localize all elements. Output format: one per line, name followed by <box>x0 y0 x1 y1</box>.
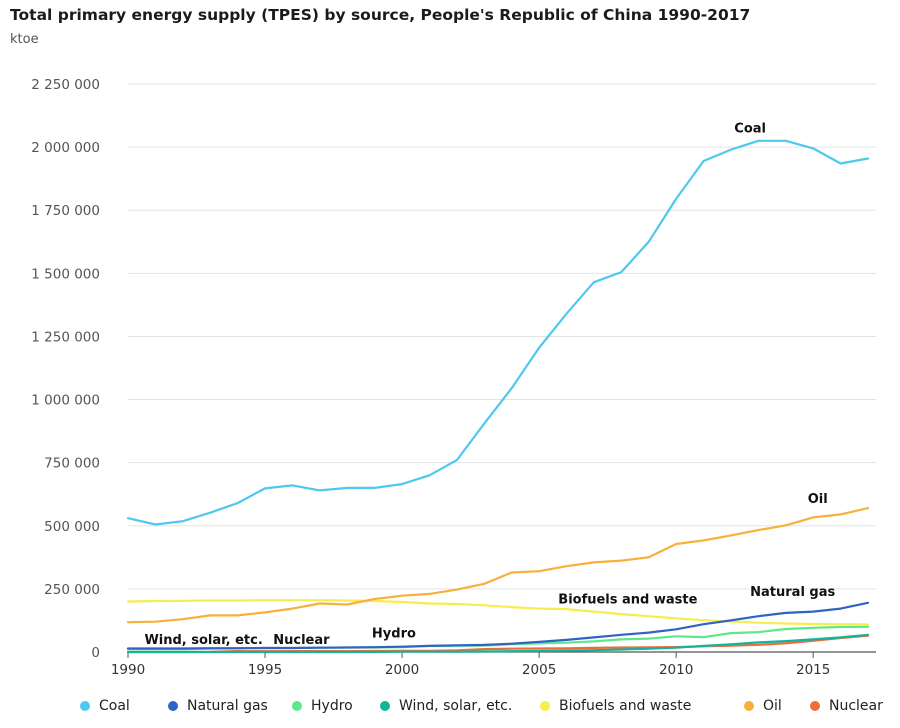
x-tick-label: 2000 <box>385 662 419 678</box>
legend-label: Natural gas <box>187 698 268 714</box>
y-tick-label: 250 000 <box>44 582 100 598</box>
legend-swatch-icon <box>80 701 90 711</box>
series-line-oil <box>126 507 870 624</box>
legend-label: Biofuels and waste <box>559 698 692 714</box>
series-line-coal <box>126 139 870 526</box>
series-line-biofuels-and-waste <box>126 599 870 626</box>
x-axis-ticks: 1990 1995 2000 2005 2010 2015 <box>111 652 830 678</box>
legend-item[interactable]: Nuclear <box>810 698 883 714</box>
legend-swatch-icon <box>744 701 754 711</box>
x-tick-label: 2015 <box>796 662 830 678</box>
series-line-natural-gas <box>126 601 870 650</box>
y-tick-label: 1 750 000 <box>31 203 100 219</box>
series-label-natural-gas: Natural gas <box>750 585 835 600</box>
legend-swatch-icon <box>380 701 390 711</box>
y-tick-label: 1 500 000 <box>31 266 100 282</box>
y-tick-label: 2 250 000 <box>31 77 100 93</box>
chart-title: Total primary energy supply (TPES) by so… <box>10 6 751 24</box>
series-label-oil: Oil <box>808 492 828 507</box>
legend-label: Nuclear <box>829 698 883 714</box>
legend-label: Coal <box>99 698 130 714</box>
y-tick-label: 500 000 <box>44 519 100 535</box>
legend-item[interactable]: Oil <box>744 698 782 714</box>
y-tick-label: 2 000 000 <box>31 140 100 156</box>
y-tick-label: 1 250 000 <box>31 329 100 345</box>
series-lines <box>126 139 870 654</box>
legend-label: Wind, solar, etc. <box>399 698 513 714</box>
legend-swatch-icon <box>292 701 302 711</box>
legend-item[interactable]: Biofuels and waste <box>540 698 691 714</box>
x-tick-label: 1990 <box>111 662 145 678</box>
legend-item[interactable]: Natural gas <box>168 698 268 714</box>
series-line-wind-solar-etc <box>126 633 870 654</box>
y-tick-label: 750 000 <box>44 456 100 472</box>
legend-swatch-icon <box>810 701 820 711</box>
legend-swatch-icon <box>168 701 178 711</box>
legend-swatch-icon <box>540 701 550 711</box>
chart-legend: Coal Natural gas Hydro Wind, solar, etc. Bio… <box>0 698 900 722</box>
series-label-biofuels-and-waste: Biofuels and waste <box>558 593 697 608</box>
y-tick-label: 1 000 000 <box>31 393 100 409</box>
legend-item[interactable]: Wind, solar, etc. <box>380 698 512 714</box>
gridlines <box>128 83 876 653</box>
y-axis-ticks: 0 250 000 500 000 750 000 1 000 000 1 250 000… <box>31 77 100 661</box>
x-tick-label: 1995 <box>248 662 282 678</box>
line-chart: 0 250 000 500 000 750 000 1 000 000 1 250 000… <box>31 77 876 678</box>
legend-label: Hydro <box>311 698 353 714</box>
series-label-coal: Coal <box>734 121 766 136</box>
legend-item[interactable]: Coal <box>80 698 130 714</box>
legend-label: Oil <box>763 698 782 714</box>
series-label-hydro: Hydro <box>372 626 416 641</box>
x-tick-label: 2010 <box>659 662 693 678</box>
x-tick-label: 2005 <box>522 662 556 678</box>
unit-label: ktoe <box>10 32 39 47</box>
series-label-wind-solar-etc: Wind, solar, etc. <box>144 633 262 648</box>
series-label-nuclear: Nuclear <box>273 633 330 648</box>
legend-item[interactable]: Hydro <box>292 698 353 714</box>
y-tick-label: 0 <box>91 645 100 661</box>
series-labels: Coal Oil Natural gas Biofuels and waste Hydr… <box>144 121 835 647</box>
